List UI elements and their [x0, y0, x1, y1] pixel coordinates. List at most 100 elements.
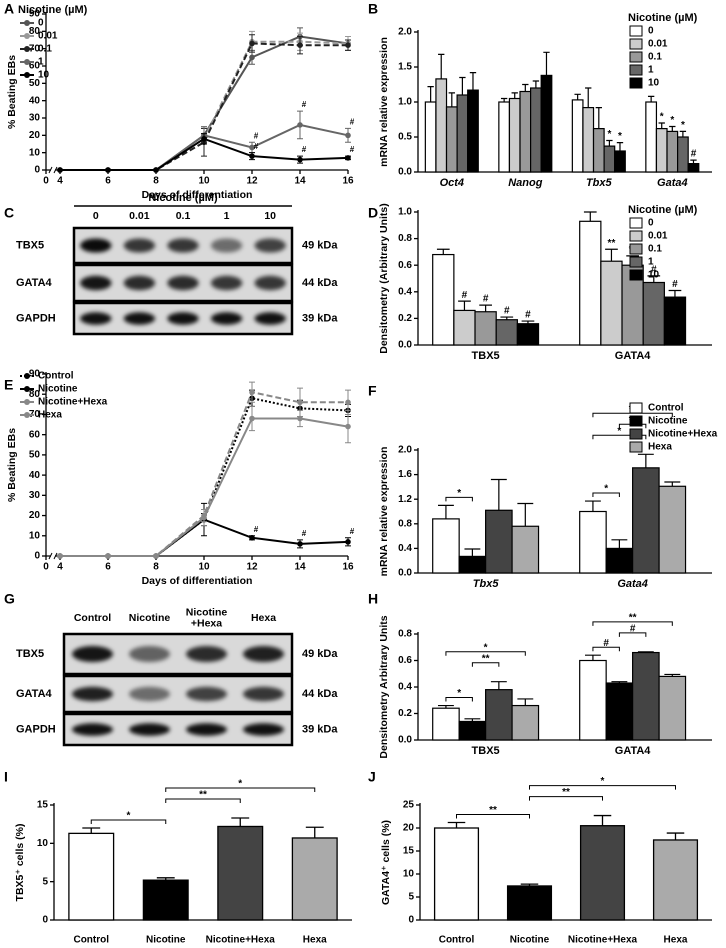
bar	[435, 78, 448, 173]
y-tick-label: 10	[37, 838, 49, 849]
significance-bracket	[445, 697, 473, 702]
axis-break	[48, 552, 58, 560]
bar	[632, 467, 660, 574]
error-bar	[479, 304, 492, 312]
blot-band	[128, 646, 171, 662]
blot-band	[254, 312, 286, 325]
y-tick-label: 0.2	[398, 708, 412, 719]
point	[297, 415, 303, 422]
legend-title: Nicotine (µM)	[628, 204, 698, 216]
y-tick-label: 0.8	[398, 233, 412, 244]
point	[249, 389, 255, 396]
bar	[582, 106, 595, 173]
blot-band	[242, 686, 285, 702]
y-tick-label: 0.0	[398, 340, 412, 351]
error-bar	[532, 80, 540, 88]
bar	[605, 682, 634, 741]
point	[57, 167, 63, 173]
bar	[495, 319, 518, 346]
bar	[658, 675, 687, 741]
bar	[467, 89, 479, 173]
x-tick-label: 0	[43, 176, 49, 187]
significance-bracket	[90, 819, 167, 824]
x-tick-label: 10	[198, 562, 210, 573]
x-tick-label: GATA4	[615, 745, 652, 757]
error-bar	[583, 211, 597, 222]
bar	[485, 509, 513, 574]
lane-label: +Hexa	[191, 617, 222, 629]
axis-break-gap	[51, 168, 55, 172]
x-tick-label: Gata4	[617, 578, 648, 590]
panel-label: B	[368, 1, 378, 17]
y-tick-label: 25	[403, 800, 415, 811]
bar	[652, 839, 699, 921]
y-tick-label: 15	[403, 846, 415, 857]
bar	[508, 97, 521, 173]
y-axis-label: GATA4⁺ cells (%)	[380, 820, 392, 905]
y-tick-label: 20	[403, 823, 415, 834]
error-bar	[437, 504, 454, 519]
bar	[68, 832, 115, 921]
legend-swatch	[629, 428, 643, 440]
y-tick-label: 60	[29, 429, 41, 440]
error-bar	[464, 548, 481, 557]
panel-label: G	[4, 591, 15, 607]
y-tick-label: 90	[29, 369, 41, 380]
y-tick-label: 20	[29, 130, 41, 141]
panel-label: A	[4, 1, 14, 17]
lane-label: Nicotine	[186, 606, 228, 618]
blot-title: Nicotine (µM)	[148, 192, 218, 204]
blot-size-label: 39 kDa	[302, 723, 338, 735]
bar	[645, 101, 658, 173]
point	[249, 535, 255, 541]
significance-bracket	[618, 632, 647, 637]
x-tick-label: 16	[342, 176, 354, 187]
point	[297, 122, 303, 128]
y-tick-label: 70	[29, 409, 41, 420]
lane-label: 1	[224, 210, 230, 222]
error-bar	[668, 289, 682, 298]
legend-label: 0.01	[648, 39, 668, 50]
legend-swatch	[629, 402, 643, 414]
error-bar	[595, 107, 602, 129]
error-bar	[458, 300, 471, 311]
blot-band	[167, 312, 199, 325]
y-tick-label: 5	[42, 876, 48, 887]
significance-label: #	[483, 294, 489, 305]
error-bar	[305, 826, 324, 838]
lane-label: Control	[74, 612, 111, 624]
legend-label: 1	[648, 65, 654, 76]
y-tick-label: 5	[408, 892, 414, 903]
significance-label: #	[672, 279, 678, 290]
x-tick-label: 16	[342, 562, 354, 573]
x-axis-label: Days of differentiation	[142, 575, 253, 587]
error-bar	[490, 681, 507, 690]
error-bar	[520, 883, 539, 886]
point	[345, 423, 351, 430]
blot-band	[80, 275, 112, 291]
legend-label: 1	[38, 57, 44, 68]
blot-band	[185, 723, 228, 736]
lane-label: 10	[264, 210, 276, 222]
bar	[579, 825, 626, 921]
legend-swatch	[629, 38, 643, 50]
legend-label: 0.1	[38, 44, 52, 55]
blot-band	[123, 312, 156, 325]
blot-band	[71, 723, 114, 736]
blot-band	[128, 686, 171, 702]
bar	[600, 260, 623, 346]
blot-size-label: 49 kDa	[302, 239, 338, 251]
x-tick-label: 12	[246, 562, 258, 573]
axis-break-gap	[51, 554, 55, 558]
error-bar	[616, 142, 624, 151]
panel-label: E	[4, 377, 13, 393]
y-tick-label: 90	[29, 9, 41, 20]
y-tick-label: 70	[29, 43, 41, 54]
y-tick-label: 0.0	[398, 568, 412, 579]
point	[345, 399, 351, 406]
significance-bracket	[456, 813, 530, 819]
legend-marker	[24, 33, 30, 39]
legend-label: 0.1	[648, 244, 662, 255]
